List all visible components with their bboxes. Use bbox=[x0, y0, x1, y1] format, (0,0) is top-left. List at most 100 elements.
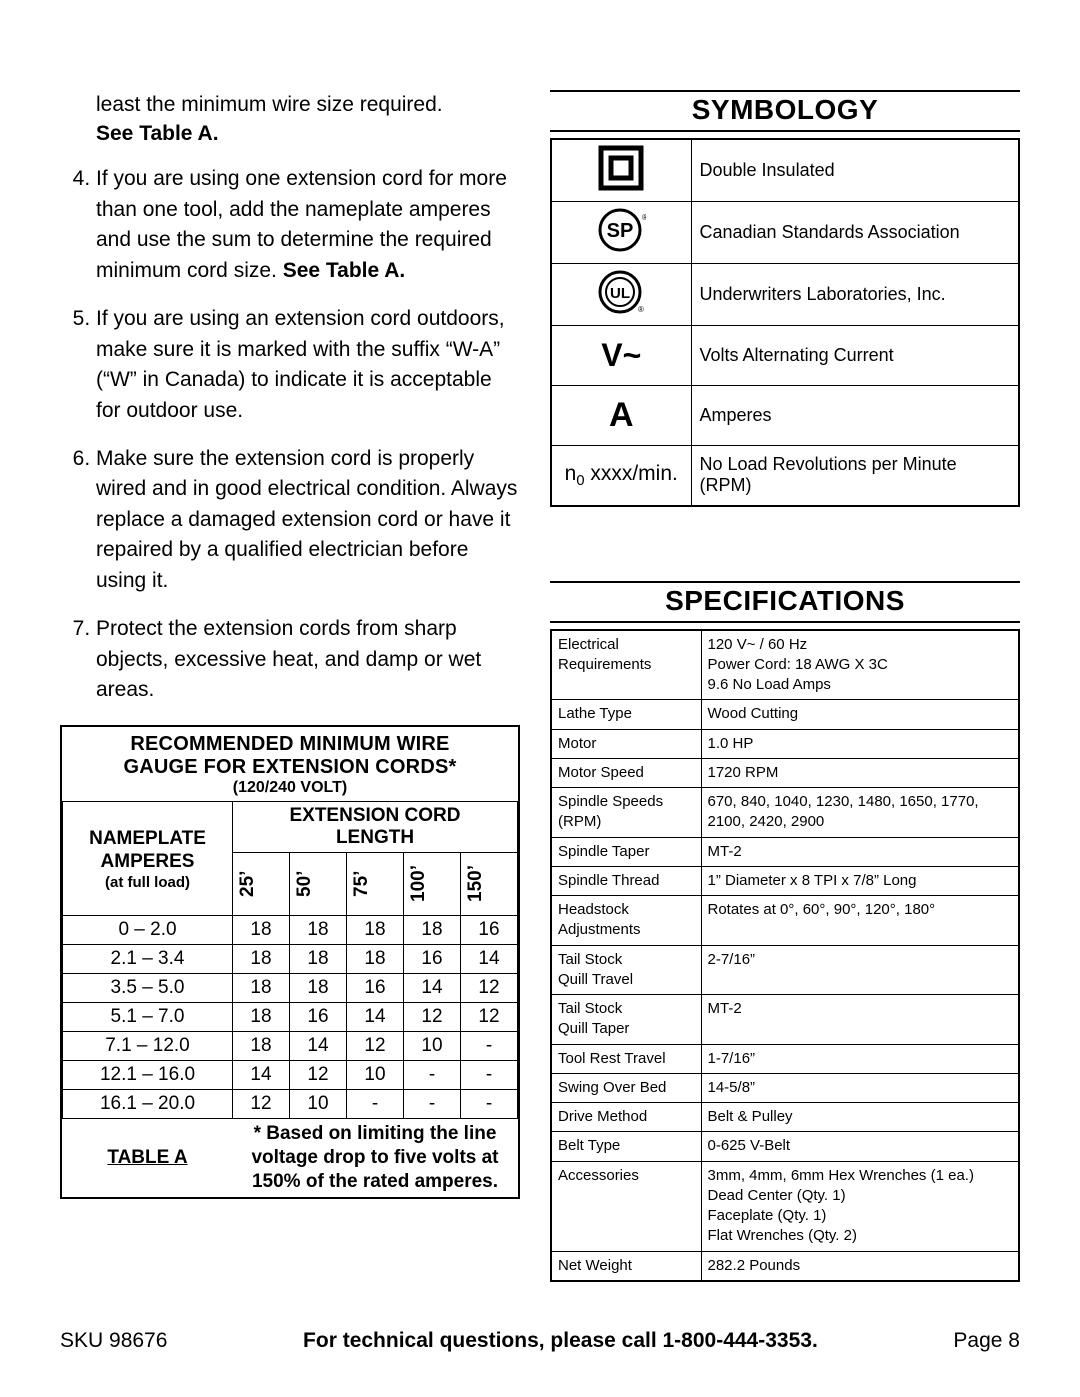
length-header: 25’ bbox=[233, 853, 290, 916]
spec-row: Tail StockQuill Travel2-7/16” bbox=[551, 945, 1019, 995]
list-item: If you are using one extension cord for … bbox=[96, 164, 520, 286]
spec-key: Spindle Taper bbox=[551, 837, 701, 866]
symbology-row: Double Insulated bbox=[551, 139, 1019, 202]
spec-value: 282.2 Pounds bbox=[701, 1251, 1019, 1281]
length-header: 50’ bbox=[290, 853, 347, 916]
spec-row: Net Weight282.2 Pounds bbox=[551, 1251, 1019, 1281]
symbology-desc: Amperes bbox=[691, 386, 1019, 446]
table-a-footnote: * Based on limiting the line voltage dro… bbox=[233, 1119, 518, 1197]
spec-row: Lathe TypeWood Cutting bbox=[551, 700, 1019, 729]
spec-value: 120 V~ / 60 HzPower Cord: 18 AWG X 3C9.6… bbox=[701, 630, 1019, 700]
spec-value: MT-2 bbox=[701, 995, 1019, 1045]
right-column: SYMBOLOGY Double InsulatedCanadian Stand… bbox=[550, 90, 1020, 1282]
page-body: least the minimum wire size required. Se… bbox=[60, 90, 1020, 1282]
nameplate-amperes-header: NAMEPLATEAMPERES(at full load) bbox=[63, 802, 233, 916]
symbology-row: Canadian Standards Association bbox=[551, 202, 1019, 264]
symbology-heading: SYMBOLOGY bbox=[550, 90, 1020, 132]
spec-value: 2-7/16” bbox=[701, 945, 1019, 995]
symbology-table: Double InsulatedCanadian Standards Assoc… bbox=[550, 138, 1020, 507]
extension-cord-length-header: EXTENSION CORDLENGTH bbox=[233, 802, 518, 853]
table-a-title: RECOMMENDED MINIMUM WIRE GAUGE FOR EXTEN… bbox=[62, 727, 518, 779]
symbology-desc: Volts Alternating Current bbox=[691, 326, 1019, 386]
spec-row: Motor1.0 HP bbox=[551, 729, 1019, 758]
csa-icon bbox=[551, 202, 691, 264]
symbology-desc: Double Insulated bbox=[691, 139, 1019, 202]
symbology-desc: Canadian Standards Association bbox=[691, 202, 1019, 264]
table-row: 12.1 – 16.0141210-- bbox=[63, 1061, 518, 1090]
left-column: least the minimum wire size required. Se… bbox=[60, 90, 520, 1282]
specifications-heading: SPECIFICATIONS bbox=[550, 581, 1020, 623]
ul-icon bbox=[551, 264, 691, 326]
lead-see-table: See Table A. bbox=[96, 122, 520, 146]
spec-value: MT-2 bbox=[701, 837, 1019, 866]
footer-support: For technical questions, please call 1-8… bbox=[303, 1329, 818, 1353]
spec-row: Headstock AdjustmentsRotates at 0°, 60°,… bbox=[551, 896, 1019, 946]
spec-key: Lathe Type bbox=[551, 700, 701, 729]
specifications-table: Electrical Requirements120 V~ / 60 HzPow… bbox=[550, 629, 1020, 1282]
spec-value: Belt & Pulley bbox=[701, 1103, 1019, 1132]
table-a-label: TABLE A bbox=[63, 1119, 233, 1197]
table-row: 16.1 – 20.01210--- bbox=[63, 1090, 518, 1119]
spec-key: Net Weight bbox=[551, 1251, 701, 1281]
spec-value: 3mm, 4mm, 6mm Hex Wrenches (1 ea.)Dead C… bbox=[701, 1161, 1019, 1251]
table-a: RECOMMENDED MINIMUM WIRE GAUGE FOR EXTEN… bbox=[60, 725, 520, 1198]
rpm-icon: n0 xxxx/min. bbox=[551, 446, 691, 506]
symbology-row: AAmperes bbox=[551, 386, 1019, 446]
spec-row: Motor Speed1720 RPM bbox=[551, 758, 1019, 787]
spec-value: Wood Cutting bbox=[701, 700, 1019, 729]
spec-value: 1720 RPM bbox=[701, 758, 1019, 787]
list-item: Make sure the extension cord is properly… bbox=[96, 444, 520, 596]
spec-row: Tool Rest Travel1-7/16” bbox=[551, 1044, 1019, 1073]
list-item: Protect the extension cords from sharp o… bbox=[96, 614, 520, 705]
symbology-row: n0 xxxx/min.No Load Revolutions per Minu… bbox=[551, 446, 1019, 506]
spec-key: Accessories bbox=[551, 1161, 701, 1251]
table-row: 5.1 – 7.01816141212 bbox=[63, 1003, 518, 1032]
spec-row: Accessories3mm, 4mm, 6mm Hex Wrenches (1… bbox=[551, 1161, 1019, 1251]
lead-fragment: least the minimum wire size required. bbox=[96, 90, 520, 120]
spec-key: Belt Type bbox=[551, 1132, 701, 1161]
length-header: 100’ bbox=[404, 853, 461, 916]
spec-value: 1-7/16” bbox=[701, 1044, 1019, 1073]
symbology-desc: Underwriters Laboratories, Inc. bbox=[691, 264, 1019, 326]
spec-row: Spindle Thread1” Diameter x 8 TPI x 7/8”… bbox=[551, 866, 1019, 895]
vac-icon: V~ bbox=[551, 326, 691, 386]
spec-key: Motor bbox=[551, 729, 701, 758]
table-row: 3.5 – 5.01818161412 bbox=[63, 974, 518, 1003]
spec-key: Swing Over Bed bbox=[551, 1073, 701, 1102]
spec-row: Tail StockQuill TaperMT-2 bbox=[551, 995, 1019, 1045]
double-insulated-icon bbox=[551, 139, 691, 202]
footer-sku: SKU 98676 bbox=[60, 1329, 167, 1353]
table-row: 2.1 – 3.41818181614 bbox=[63, 945, 518, 974]
spec-key: Headstock Adjustments bbox=[551, 896, 701, 946]
table-a-subtitle: (120/240 VOLT) bbox=[62, 779, 518, 801]
symbology-desc: No Load Revolutions per Minute (RPM) bbox=[691, 446, 1019, 506]
spec-key: Spindle Thread bbox=[551, 866, 701, 895]
symbology-row: Underwriters Laboratories, Inc. bbox=[551, 264, 1019, 326]
page-footer: SKU 98676 For technical questions, pleas… bbox=[60, 1329, 1020, 1353]
spec-row: Electrical Requirements120 V~ / 60 HzPow… bbox=[551, 630, 1019, 700]
footer-page: Page 8 bbox=[953, 1329, 1020, 1353]
spec-key: Motor Speed bbox=[551, 758, 701, 787]
numbered-list: If you are using one extension cord for … bbox=[60, 164, 520, 705]
spec-key: Electrical Requirements bbox=[551, 630, 701, 700]
symbology-row: V~Volts Alternating Current bbox=[551, 326, 1019, 386]
spec-row: Drive MethodBelt & Pulley bbox=[551, 1103, 1019, 1132]
spec-value: 670, 840, 1040, 1230, 1480, 1650, 1770, … bbox=[701, 788, 1019, 838]
table-row: 0 – 2.01818181816 bbox=[63, 916, 518, 945]
spec-value: 1.0 HP bbox=[701, 729, 1019, 758]
spec-key: Tail StockQuill Travel bbox=[551, 945, 701, 995]
table-a-grid: NAMEPLATEAMPERES(at full load)EXTENSION … bbox=[62, 801, 518, 1196]
length-header: 75’ bbox=[347, 853, 404, 916]
amp-icon: A bbox=[551, 386, 691, 446]
spec-value: 0-625 V-Belt bbox=[701, 1132, 1019, 1161]
spec-key: Tail StockQuill Taper bbox=[551, 995, 701, 1045]
lead-block: least the minimum wire size required. Se… bbox=[60, 90, 520, 146]
spec-key: Tool Rest Travel bbox=[551, 1044, 701, 1073]
spec-value: Rotates at 0°, 60°, 90°, 120°, 180° bbox=[701, 896, 1019, 946]
length-header: 150’ bbox=[461, 853, 518, 916]
list-item: If you are using an extension cord outdo… bbox=[96, 304, 520, 426]
spec-row: Swing Over Bed14-5/8” bbox=[551, 1073, 1019, 1102]
spec-value: 14-5/8” bbox=[701, 1073, 1019, 1102]
spec-key: Spindle Speeds (RPM) bbox=[551, 788, 701, 838]
spec-value: 1” Diameter x 8 TPI x 7/8” Long bbox=[701, 866, 1019, 895]
